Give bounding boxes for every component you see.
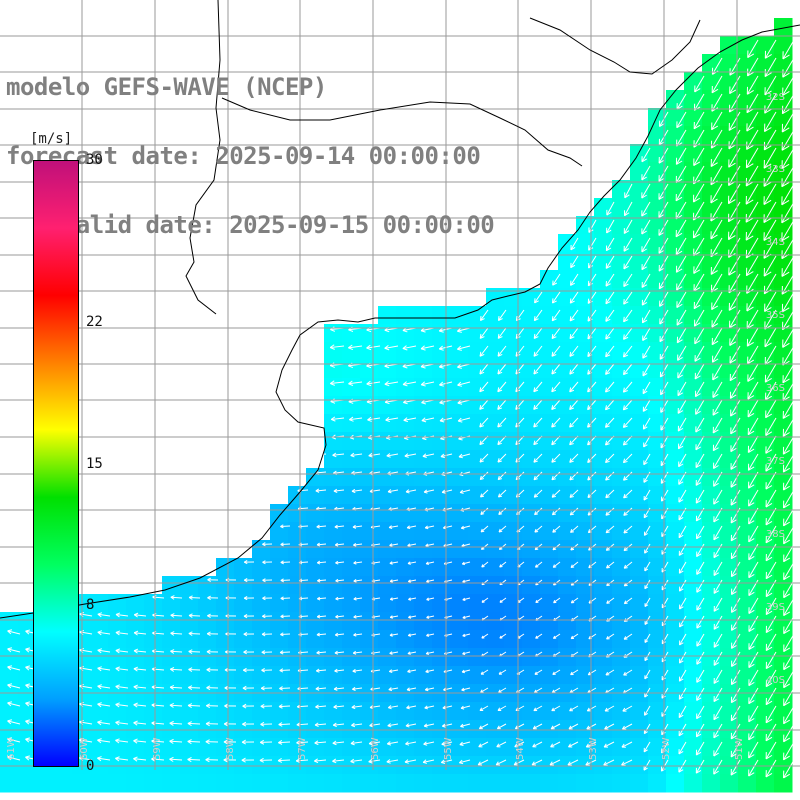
lat-label: 34S <box>766 237 785 248</box>
lat-label: 36S <box>766 383 785 394</box>
lon-label: 59W <box>152 737 163 760</box>
coastline <box>0 24 800 619</box>
lat-label: 37S <box>766 456 785 467</box>
lat-label: 33S <box>766 164 785 175</box>
border-line <box>529 17 701 75</box>
lon-label: 53W <box>588 737 599 760</box>
lat-label: 40S <box>766 675 785 686</box>
title-model: modelo GEFS-WAVE (NCEP) <box>6 73 327 101</box>
lat-label: 32S <box>766 92 785 103</box>
lon-label: 54W <box>515 737 526 760</box>
lon-label: 51W <box>734 737 745 760</box>
map-title: modelo GEFS-WAVE (NCEP) forecast date: 2… <box>6 30 495 260</box>
wind-arrows <box>7 39 795 779</box>
lon-label: 60W <box>79 737 90 760</box>
graticule <box>0 0 800 770</box>
lon-label: 58W <box>225 737 236 760</box>
colorbar-tick-0: 0 <box>86 758 95 774</box>
colorbar-tick-30: 30 <box>86 152 103 168</box>
lon-label: 52W <box>661 737 672 760</box>
colorbar <box>33 160 79 767</box>
lon-label: 61W <box>6 737 17 760</box>
title-valid-date: valid date: 2025-09-15 00:00:00 <box>6 211 495 239</box>
lon-label: 57W <box>297 737 308 760</box>
lat-label: 35S <box>766 310 785 321</box>
colorbar-unit: [m/s] <box>30 131 73 147</box>
border-line <box>221 97 583 167</box>
colorbar-tick-15: 15 <box>86 455 103 472</box>
lat-label: 38S <box>766 529 785 540</box>
border-line <box>185 0 221 315</box>
lon-label: 56W <box>370 737 381 760</box>
colorbar-tick-22: 22 <box>86 313 103 330</box>
lat-label: 39S <box>766 602 785 613</box>
lon-label: 55W <box>443 737 454 760</box>
title-forecast-date: forecast date: 2025-09-14 00:00:00 <box>6 142 481 170</box>
colorbar-tick-8: 8 <box>86 597 95 614</box>
